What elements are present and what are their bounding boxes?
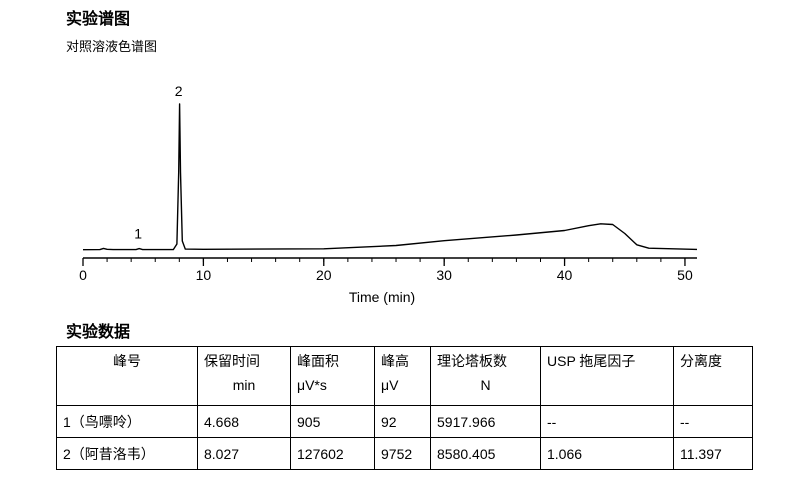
x-tick-label: 50 xyxy=(677,267,693,283)
plot-area: 0 10 20 30 40 50 1 2 xyxy=(79,83,698,283)
header-peak-height: 峰高 μV xyxy=(374,346,431,406)
peak-label: 2 xyxy=(175,83,183,99)
cell-peak-name: 2（阿昔洛韦） xyxy=(56,437,198,470)
cell-peak-name: 1（鸟嘌呤） xyxy=(56,405,198,438)
header-usp-tailing: USP 拖尾因子 xyxy=(540,346,674,406)
header-resolution: 分离度 xyxy=(673,346,753,406)
cell-peak-height: 9752 xyxy=(374,437,431,470)
cell-theoretical-plates: 5917.966 xyxy=(430,405,541,438)
cell-usp-tailing: 1.066 xyxy=(540,437,674,470)
x-tick-label: 20 xyxy=(316,267,332,283)
cell-theoretical-plates: 8580.405 xyxy=(430,437,541,470)
results-table: 峰号 保留时间 min 峰面积 μV*s 峰高 μV 理论塔板数 N USP 拖… xyxy=(56,346,753,470)
table-row: 2（阿昔洛韦） 8.027 127602 9752 8580.405 1.066… xyxy=(56,437,753,470)
cell-retention-time: 8.027 xyxy=(197,437,291,470)
cell-resolution: -- xyxy=(673,405,753,438)
x-axis-label: Time (min) xyxy=(349,289,415,305)
chromatogram-trace xyxy=(82,103,698,251)
table-header-row: 峰号 保留时间 min 峰面积 μV*s 峰高 μV 理论塔板数 N USP 拖… xyxy=(56,346,753,406)
header-theoretical-plates: 理论塔板数 N xyxy=(430,346,541,406)
cell-resolution: 11.397 xyxy=(673,437,753,470)
x-tick-label: 40 xyxy=(557,267,573,283)
x-tick-label: 0 xyxy=(79,267,87,283)
x-tick-label: 10 xyxy=(196,267,212,283)
table-row: 1（鸟嘌呤） 4.668 905 92 5917.966 -- -- xyxy=(56,405,753,438)
chromatogram-chart: 0 10 20 30 40 50 1 2 Time (min) xyxy=(79,83,698,305)
chromatogram-subtitle: 对照溶液色谱图 xyxy=(66,40,158,55)
cell-usp-tailing: -- xyxy=(540,405,674,438)
header-retention-time: 保留时间 min xyxy=(197,346,291,406)
x-tick-label: 30 xyxy=(436,267,452,283)
header-peak-area: 峰面积 μV*s xyxy=(290,346,375,406)
data-section-title: 实验数据 xyxy=(66,322,131,341)
cell-peak-area: 127602 xyxy=(290,437,375,470)
page-title: 实验谱图 xyxy=(66,9,131,28)
cell-peak-area: 905 xyxy=(290,405,375,438)
peak-label: 1 xyxy=(134,226,142,242)
cell-peak-height: 92 xyxy=(374,405,431,438)
cell-retention-time: 4.668 xyxy=(197,405,291,438)
header-peak-number: 峰号 xyxy=(56,346,198,406)
